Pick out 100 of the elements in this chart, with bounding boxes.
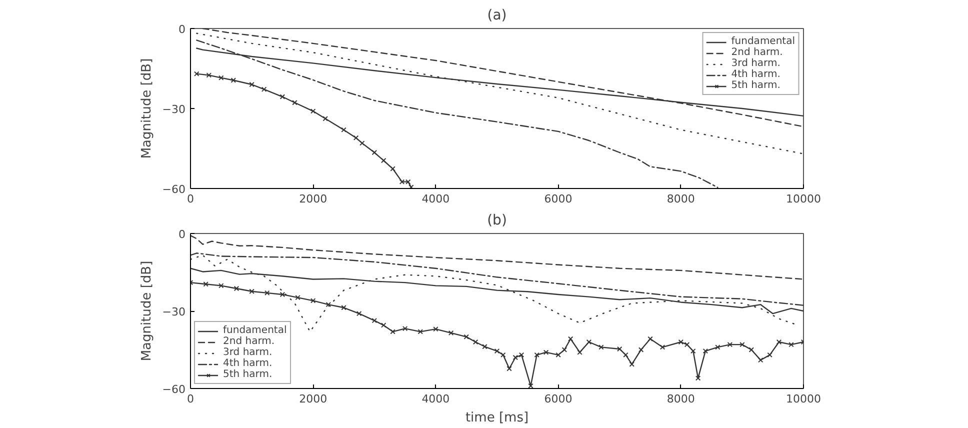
point xyxy=(448,330,454,336)
point xyxy=(776,339,782,345)
point xyxy=(727,342,733,348)
point xyxy=(577,350,582,355)
point xyxy=(678,339,684,345)
point xyxy=(280,94,286,100)
x-tick-label: 10000 xyxy=(786,192,822,206)
point xyxy=(598,344,604,350)
line-series xyxy=(190,234,804,280)
point xyxy=(788,342,794,348)
point xyxy=(690,348,696,354)
point xyxy=(702,348,708,354)
point xyxy=(218,75,224,80)
point xyxy=(353,135,359,140)
y-tick-label: −60 xyxy=(162,383,186,396)
point xyxy=(230,78,236,83)
point xyxy=(638,347,644,352)
x-tick-label: 6000 xyxy=(544,392,572,406)
point xyxy=(494,348,500,354)
y-axis-title: Magnitude [dB] xyxy=(139,260,154,362)
point xyxy=(562,347,568,352)
point xyxy=(534,352,540,358)
point xyxy=(264,290,270,296)
point xyxy=(616,346,622,352)
point xyxy=(433,326,438,332)
legend-label: fundamental xyxy=(731,36,795,47)
point xyxy=(261,86,267,92)
point xyxy=(341,127,346,132)
x-tick-label: 0 xyxy=(187,392,194,406)
legend-label: 5th harm. xyxy=(731,80,780,91)
point xyxy=(234,286,240,292)
point xyxy=(380,322,386,328)
point xyxy=(292,100,298,106)
y-tick-label: −60 xyxy=(162,183,186,196)
point xyxy=(715,344,720,350)
point xyxy=(767,352,772,358)
point xyxy=(684,342,690,348)
point xyxy=(528,383,534,388)
x-tick-label: 2000 xyxy=(299,392,328,406)
point xyxy=(464,334,469,340)
point xyxy=(518,352,524,358)
legend-label: 2nd harm. xyxy=(223,336,275,347)
point xyxy=(472,339,478,345)
x-tick-label: 2000 xyxy=(299,192,328,206)
point xyxy=(586,339,592,345)
point xyxy=(341,305,346,310)
point xyxy=(512,354,518,360)
point xyxy=(380,158,386,164)
legend-label: 4th harm. xyxy=(731,69,780,80)
legend-label: 3rd harm. xyxy=(223,347,272,358)
point xyxy=(310,298,316,304)
y-tick-label: 0 xyxy=(178,23,186,36)
x-tick-label: 8000 xyxy=(666,192,695,206)
point xyxy=(648,336,653,342)
point xyxy=(748,347,754,352)
y-tick-label: −30 xyxy=(162,306,186,318)
point xyxy=(280,292,286,298)
point xyxy=(310,108,316,114)
x-tick-label: 4000 xyxy=(422,392,450,406)
legend-label: 3rd harm. xyxy=(731,58,780,69)
point xyxy=(660,344,666,350)
x-tick-label: 6000 xyxy=(544,192,572,206)
y-axis-title: Magnitude [dB] xyxy=(139,58,154,159)
x-tick-label: 8000 xyxy=(666,392,695,406)
point xyxy=(322,116,328,122)
point xyxy=(482,344,488,350)
point xyxy=(203,282,208,287)
point xyxy=(218,283,224,288)
point xyxy=(360,140,365,146)
point xyxy=(695,376,701,381)
point xyxy=(249,288,254,294)
point xyxy=(740,342,745,348)
point xyxy=(295,294,300,300)
point xyxy=(758,357,764,363)
point xyxy=(418,329,423,334)
line-series xyxy=(196,32,804,154)
point xyxy=(543,350,549,355)
point xyxy=(356,310,362,316)
point xyxy=(556,352,561,358)
point xyxy=(372,150,378,156)
x-axis-title: time [ms] xyxy=(465,410,529,426)
legend-label: 4th harm. xyxy=(223,358,272,369)
point xyxy=(500,352,506,358)
y-tick-label: −30 xyxy=(162,103,186,116)
point xyxy=(623,352,628,358)
legend-label: 2nd harm. xyxy=(731,47,783,58)
point xyxy=(506,366,512,372)
chart-title: (a) xyxy=(487,8,507,24)
point xyxy=(249,82,254,88)
legend-label: fundamental xyxy=(223,325,287,336)
x-tick-label: 10000 xyxy=(786,392,822,406)
y-tick-label: 0 xyxy=(178,228,186,241)
legend-label: 5th harm. xyxy=(223,369,272,380)
point xyxy=(408,184,414,188)
point xyxy=(568,336,574,342)
point xyxy=(390,329,396,334)
x-tick-label: 4000 xyxy=(422,192,450,206)
point xyxy=(326,302,332,308)
x-tick-label: 0 xyxy=(187,192,194,206)
point xyxy=(629,362,634,367)
